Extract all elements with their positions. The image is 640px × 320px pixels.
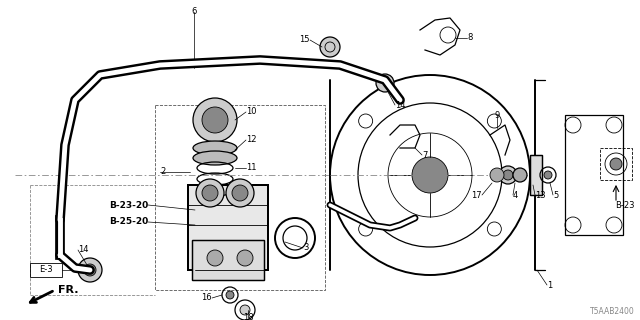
Text: 15: 15 [300, 36, 310, 44]
Circle shape [490, 168, 504, 182]
Text: 18: 18 [243, 314, 253, 320]
Circle shape [237, 250, 253, 266]
Text: 1: 1 [547, 281, 552, 290]
Text: B-23-20: B-23-20 [109, 201, 148, 210]
Ellipse shape [193, 141, 237, 155]
Circle shape [499, 166, 517, 184]
Text: 6: 6 [191, 7, 196, 17]
Bar [188, 185, 268, 270]
Bar [30, 263, 62, 277]
Circle shape [78, 258, 102, 282]
Circle shape [610, 158, 622, 170]
Circle shape [513, 168, 527, 182]
Text: 16: 16 [202, 293, 212, 302]
Text: 8: 8 [467, 34, 472, 43]
Bar [155, 105, 325, 290]
Text: 13: 13 [535, 190, 546, 199]
Text: 4: 4 [513, 190, 518, 199]
Bar [192, 240, 264, 280]
Bar [188, 185, 268, 270]
Bar [192, 240, 264, 280]
Text: T5AAB2400: T5AAB2400 [590, 308, 635, 316]
Circle shape [207, 250, 223, 266]
Text: 9: 9 [494, 110, 500, 119]
Text: 14: 14 [395, 100, 406, 109]
Text: 14: 14 [78, 245, 88, 254]
Ellipse shape [193, 151, 237, 165]
Circle shape [84, 264, 96, 276]
Text: 2: 2 [160, 167, 165, 177]
Circle shape [412, 157, 448, 193]
Bar [565, 115, 623, 235]
Text: B-25-20: B-25-20 [109, 218, 148, 227]
Circle shape [226, 179, 254, 207]
Circle shape [240, 305, 250, 315]
Circle shape [202, 185, 218, 201]
Text: 7: 7 [422, 150, 428, 159]
Bar [530, 155, 542, 195]
Circle shape [232, 185, 248, 201]
Circle shape [544, 171, 552, 179]
Circle shape [196, 179, 224, 207]
Text: 11: 11 [246, 164, 257, 172]
Text: 5: 5 [553, 190, 558, 199]
Bar [530, 155, 542, 195]
Circle shape [503, 170, 513, 180]
Circle shape [193, 98, 237, 142]
Text: 10: 10 [246, 108, 257, 116]
Text: 17: 17 [472, 190, 482, 199]
Circle shape [202, 107, 228, 133]
Circle shape [320, 37, 340, 57]
Text: B-23: B-23 [615, 201, 635, 210]
Text: 12: 12 [246, 135, 257, 145]
Circle shape [226, 291, 234, 299]
Text: 3: 3 [303, 244, 308, 252]
Text: E-3: E-3 [39, 266, 53, 275]
Bar [600, 148, 632, 180]
Circle shape [376, 74, 394, 92]
Text: FR.: FR. [58, 285, 79, 295]
